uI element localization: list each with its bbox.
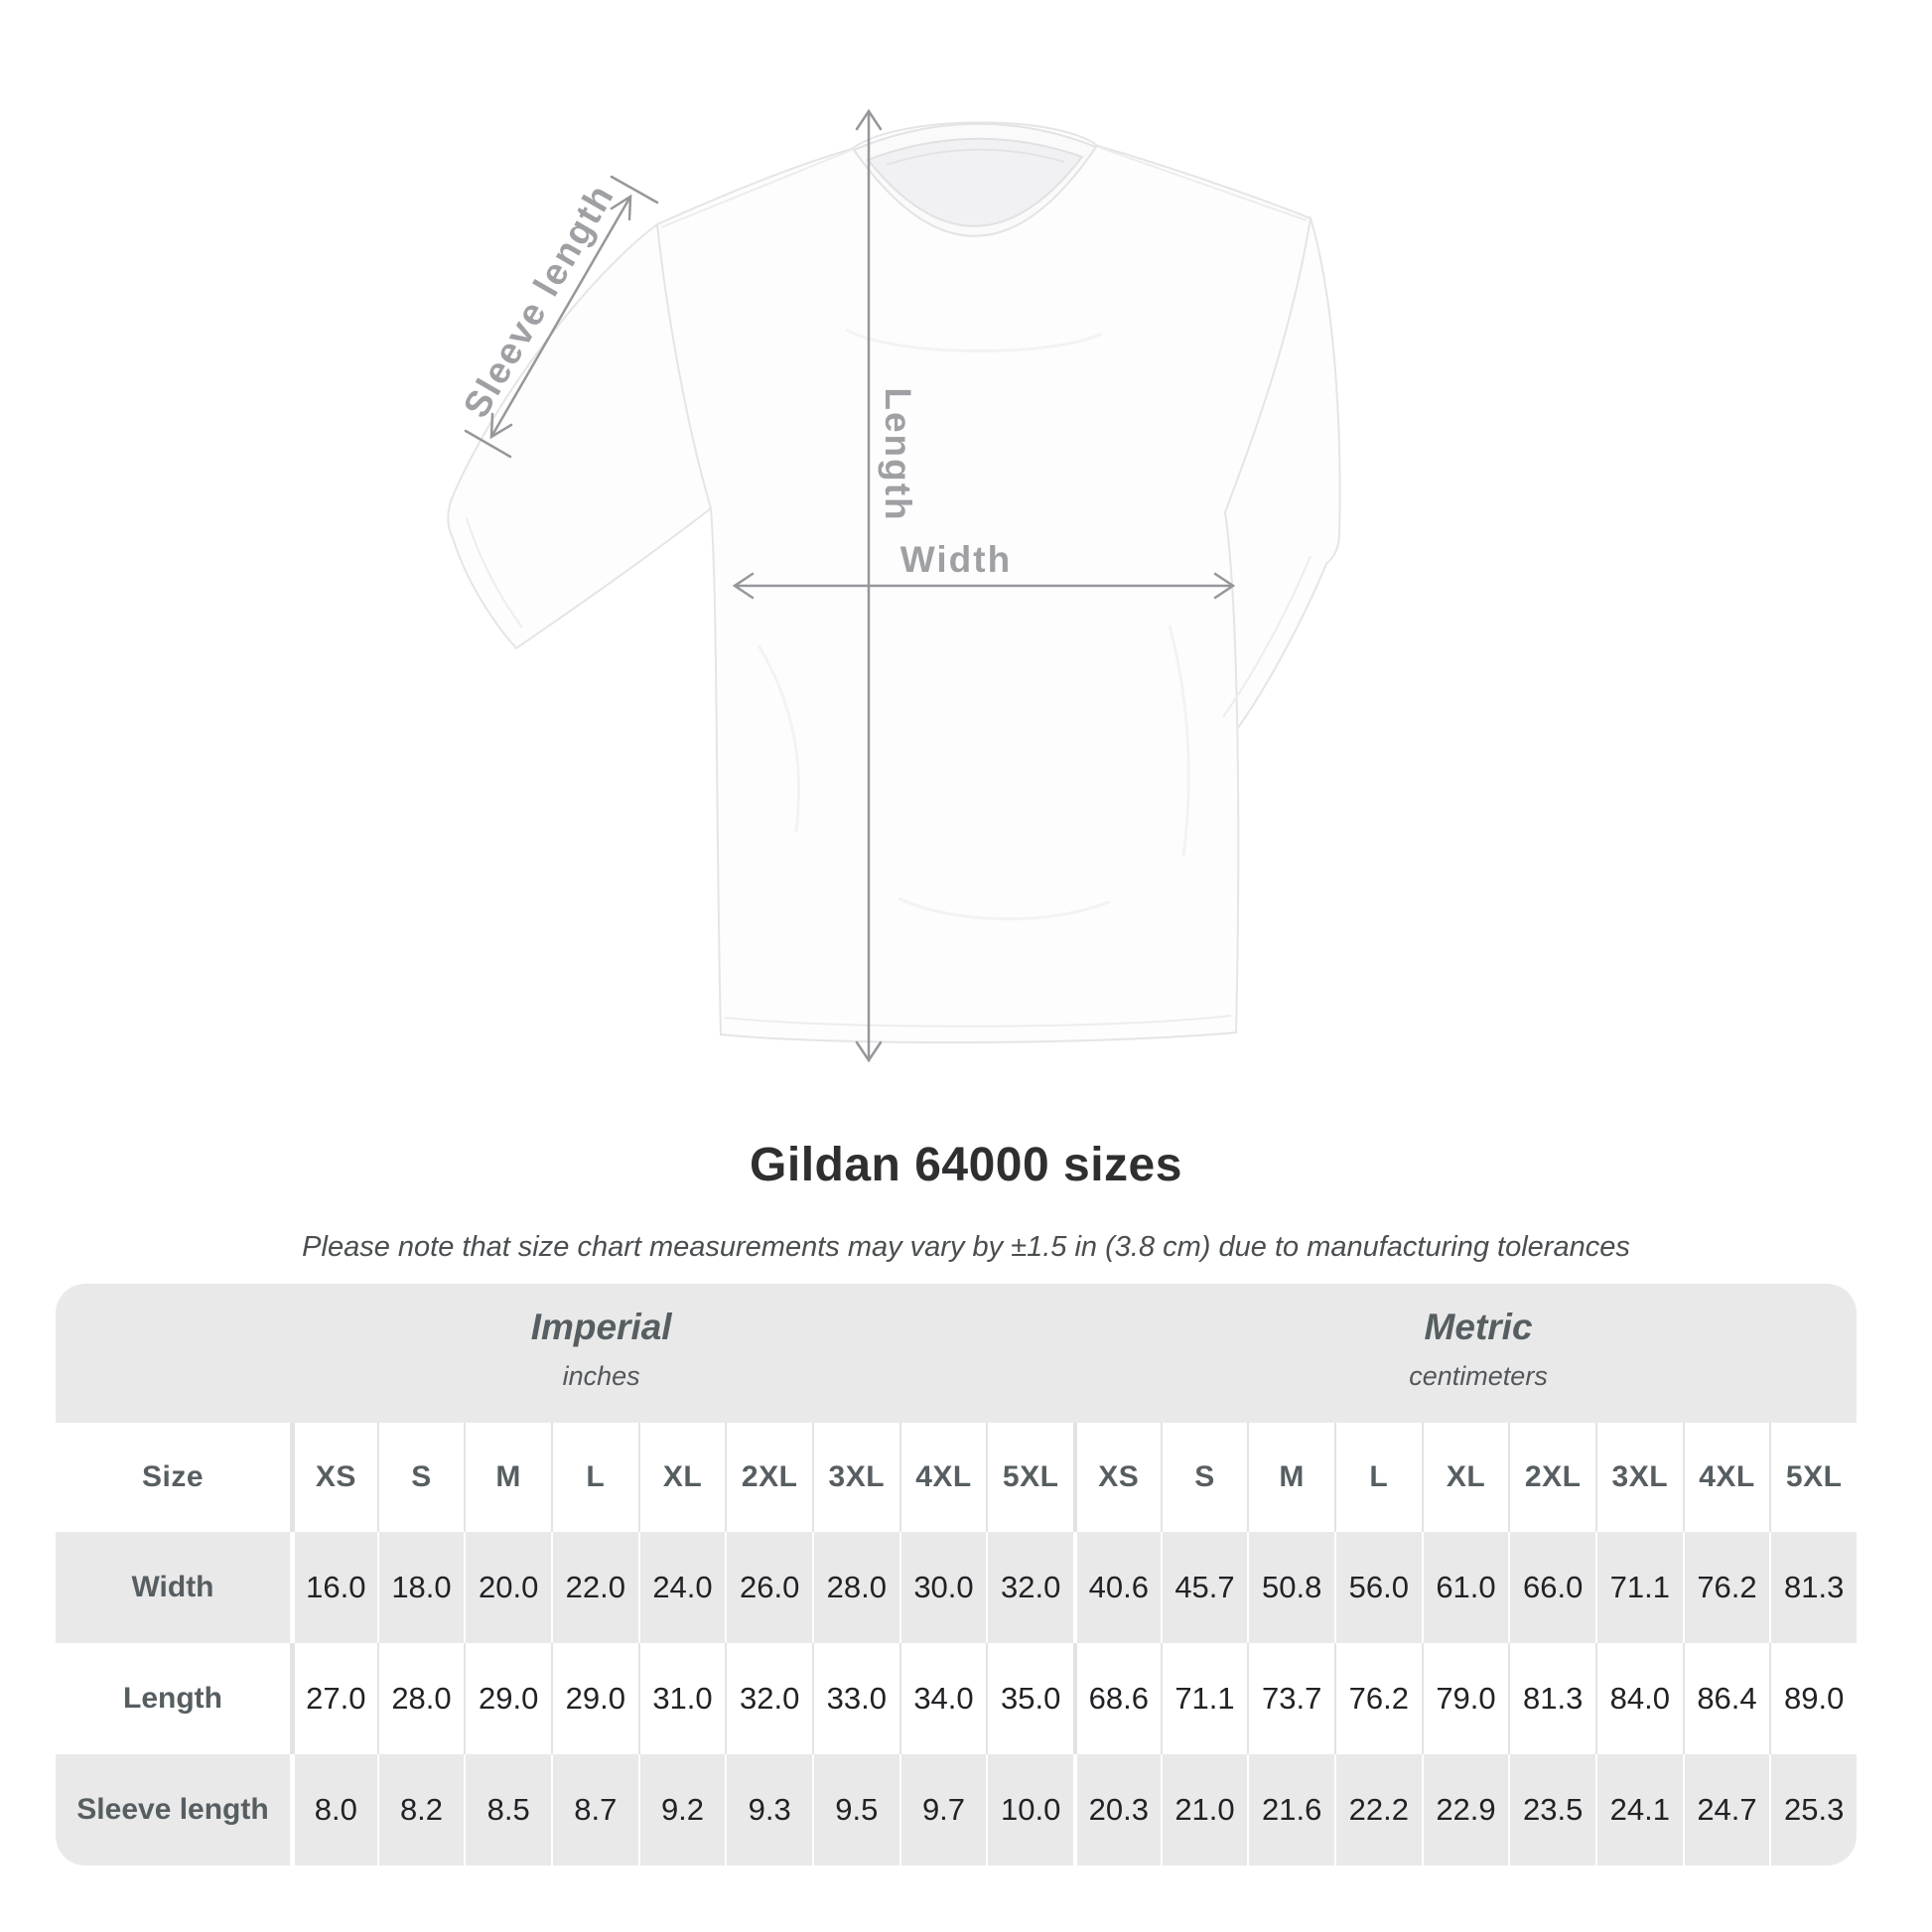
imperial-group-header: Imperial inches [294, 1306, 909, 1391]
sleeve-length-arrow [464, 175, 659, 459]
column-header-imperial: S [376, 1423, 465, 1532]
table-cell: 18.0 [376, 1532, 465, 1643]
table-cell: 61.0 [1421, 1532, 1509, 1643]
width-dimension-label: Width [899, 539, 1013, 580]
size-chart-table: Imperial inches Metric centimeters Size X… [56, 1284, 1857, 1865]
table-cell: 8.5 [464, 1754, 551, 1865]
column-header-imperial: 5XL [986, 1423, 1073, 1532]
imperial-group-title: Imperial [530, 1307, 672, 1347]
table-cell: 76.2 [1682, 1532, 1770, 1643]
column-header-metric: M [1247, 1423, 1334, 1532]
tolerance-note: Please note that size chart measurements… [302, 1231, 1630, 1263]
table-cell: 32.0 [725, 1643, 812, 1754]
table-cell: 26.0 [725, 1532, 812, 1643]
table-cell: 71.1 [1160, 1643, 1248, 1754]
table-cell: 66.0 [1508, 1532, 1595, 1643]
metric-group-unit: centimeters [1409, 1361, 1548, 1391]
column-header-metric: S [1160, 1423, 1248, 1532]
column-header-metric: 5XL [1769, 1423, 1857, 1532]
column-header-metric: 4XL [1682, 1423, 1770, 1532]
table-cell: 10.0 [986, 1754, 1073, 1865]
metric-group-header: Metric centimeters [1171, 1306, 1786, 1391]
imperial-group-unit: inches [562, 1361, 640, 1391]
unit-group-band: Imperial inches Metric centimeters [56, 1284, 1857, 1423]
table-cell: 84.0 [1594, 1643, 1683, 1754]
table-cell: 9.5 [811, 1754, 899, 1865]
table-cell: 24.0 [637, 1532, 726, 1643]
table-cell: 9.3 [725, 1754, 812, 1865]
table-cell: 25.3 [1769, 1754, 1857, 1865]
size-column-header: Size [56, 1423, 290, 1532]
table-cell: 16.0 [290, 1532, 377, 1643]
column-header-metric: XL [1421, 1423, 1509, 1532]
column-header-imperial: XL [637, 1423, 726, 1532]
table-cell: 29.0 [464, 1643, 551, 1754]
column-header-metric: 2XL [1508, 1423, 1595, 1532]
table-cell: 28.0 [376, 1643, 465, 1754]
table-cell: 71.1 [1594, 1532, 1683, 1643]
table-cell: 35.0 [986, 1643, 1073, 1754]
tshirt-seams [466, 146, 1311, 1028]
column-header-imperial: M [464, 1423, 551, 1532]
table-cell: 23.5 [1508, 1754, 1595, 1865]
table-cell: 8.2 [376, 1754, 465, 1865]
column-header-imperial: 4XL [898, 1423, 987, 1532]
table-cell: 81.3 [1508, 1643, 1595, 1754]
table-cell: 8.7 [550, 1754, 638, 1865]
column-header-imperial: L [550, 1423, 638, 1532]
column-header-imperial: 2XL [725, 1423, 812, 1532]
table-cell: 31.0 [637, 1643, 726, 1754]
table-cell: 56.0 [1333, 1532, 1422, 1643]
page-title: Gildan 64000 sizes [750, 1139, 1182, 1191]
table-cell: 29.0 [550, 1643, 638, 1754]
table-cell: 32.0 [986, 1532, 1073, 1643]
table-cell: 22.0 [550, 1532, 638, 1643]
table-cell: 20.0 [464, 1532, 551, 1643]
tshirt-body [655, 121, 1312, 1044]
column-header-metric: XS [1072, 1423, 1161, 1532]
column-header-imperial: 3XL [811, 1423, 899, 1532]
table-cell: 81.3 [1769, 1532, 1857, 1643]
table-cell: 45.7 [1160, 1532, 1248, 1643]
row-label: Sleeve length [56, 1754, 290, 1865]
table-cell: 68.6 [1072, 1643, 1161, 1754]
table-cell: 24.1 [1594, 1754, 1683, 1865]
table-cell: 8.0 [290, 1754, 377, 1865]
width-arrow [732, 572, 1236, 600]
table-cell: 76.2 [1333, 1643, 1422, 1754]
table-cell: 22.2 [1333, 1754, 1422, 1865]
table-cell: 27.0 [290, 1643, 377, 1754]
table-cell: 40.6 [1072, 1532, 1161, 1643]
table-cell: 21.0 [1160, 1754, 1248, 1865]
column-header-imperial: XS [290, 1423, 377, 1532]
size-chart-grid: Size XS S M L XL 2XL 3XL 4XL 5XL XS S M L XL 2XL 3XL 4XL 5… [56, 1423, 1857, 1865]
table-cell: 30.0 [898, 1532, 987, 1643]
table-cell: 20.3 [1072, 1754, 1161, 1865]
table-cell: 24.7 [1682, 1754, 1770, 1865]
table-cell: 21.6 [1247, 1754, 1334, 1865]
table-cell: 79.0 [1421, 1643, 1509, 1754]
table-cell: 73.7 [1247, 1643, 1334, 1754]
column-header-metric: L [1333, 1423, 1422, 1532]
table-cell: 33.0 [811, 1643, 899, 1754]
column-header-metric: 3XL [1594, 1423, 1683, 1532]
table-cell: 28.0 [811, 1532, 899, 1643]
table-cell: 34.0 [898, 1643, 987, 1754]
table-cell: 9.7 [898, 1754, 987, 1865]
row-label: Width [56, 1532, 290, 1643]
length-dimension-label: Length [878, 387, 918, 522]
table-cell: 50.8 [1247, 1532, 1334, 1643]
table-cell: 22.9 [1421, 1754, 1509, 1865]
metric-group-title: Metric [1424, 1307, 1533, 1347]
row-label: Length [56, 1643, 290, 1754]
tshirt-collar [852, 122, 1098, 237]
table-cell: 86.4 [1682, 1643, 1770, 1754]
table-cell: 9.2 [637, 1754, 726, 1865]
table-cell: 89.0 [1769, 1643, 1857, 1754]
